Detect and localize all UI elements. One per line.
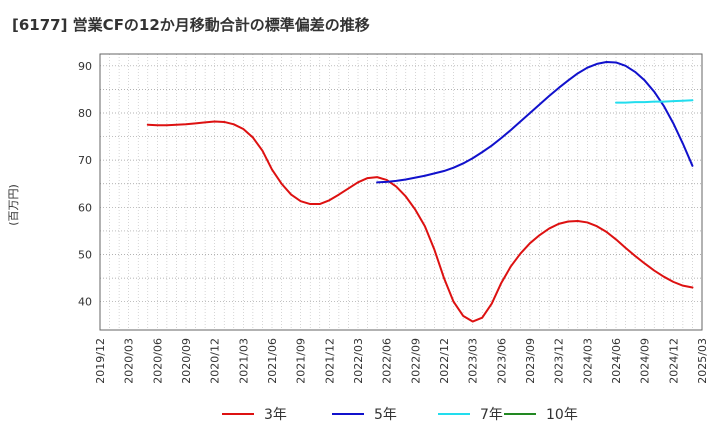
- x-tick-label: 2022/09: [409, 338, 422, 384]
- x-tick-label: 2021/03: [237, 338, 250, 384]
- legend-label-2: 5年: [374, 407, 397, 423]
- series-line-1: [146, 120, 694, 323]
- y-tick-label: 90: [78, 60, 92, 73]
- x-tick-label: 2021/06: [266, 338, 279, 384]
- y-tick-label: 40: [78, 296, 92, 309]
- x-tick-label: 2021/09: [295, 338, 308, 384]
- x-tick-label: 2019/12: [94, 338, 107, 384]
- x-tick-label: 2023/09: [524, 338, 537, 384]
- chart-title: [6177] 営業CFの12か月移動合計の標準偏差の推移: [12, 16, 370, 34]
- x-tick-label: 2023/12: [553, 338, 566, 384]
- series-line-3: [615, 99, 694, 104]
- x-tick-label: 2020/06: [151, 338, 164, 384]
- plot-area: [99, 53, 703, 331]
- x-tick-label: 2023/03: [467, 338, 480, 384]
- x-tick-label: 2025/03: [696, 338, 709, 384]
- x-tick-label: 2024/09: [639, 338, 652, 384]
- x-tick-label: 2024/12: [667, 338, 680, 384]
- y-tick-label: 50: [78, 249, 92, 262]
- x-tick-label: 2023/06: [495, 338, 508, 384]
- x-tick-label: 2024/06: [610, 338, 623, 384]
- y-tick-label: 70: [78, 154, 92, 167]
- legend-label-1: 3年: [264, 407, 287, 423]
- x-tick-label: 2024/03: [581, 338, 594, 384]
- legend-label-3: 7年: [480, 407, 503, 423]
- x-tick-label: 2022/03: [352, 338, 365, 384]
- legend-label-4: 10年: [546, 407, 578, 423]
- y-axis: 40 50 60 70 80 90: [78, 60, 92, 309]
- grid: [100, 54, 702, 330]
- x-tick-label: 2020/09: [180, 338, 193, 384]
- x-tick-label: 2020/03: [123, 338, 136, 384]
- y-axis-label: (百万円): [7, 184, 20, 226]
- x-tick-label: 2022/12: [438, 338, 451, 384]
- x-tick-label: 2022/06: [381, 338, 394, 384]
- series-line-2: [376, 61, 694, 184]
- y-tick-label: 80: [78, 107, 92, 120]
- legend: 3年 5年 7年 10年: [222, 407, 578, 423]
- x-tick-label: 2021/12: [323, 338, 336, 384]
- x-axis: 2019/12 2020/03 2020/06 2020/09 2020/12 2021/…: [94, 338, 709, 384]
- y-tick-label: 60: [78, 201, 92, 214]
- series-group: [146, 61, 694, 323]
- x-tick-label: 2020/12: [209, 338, 222, 384]
